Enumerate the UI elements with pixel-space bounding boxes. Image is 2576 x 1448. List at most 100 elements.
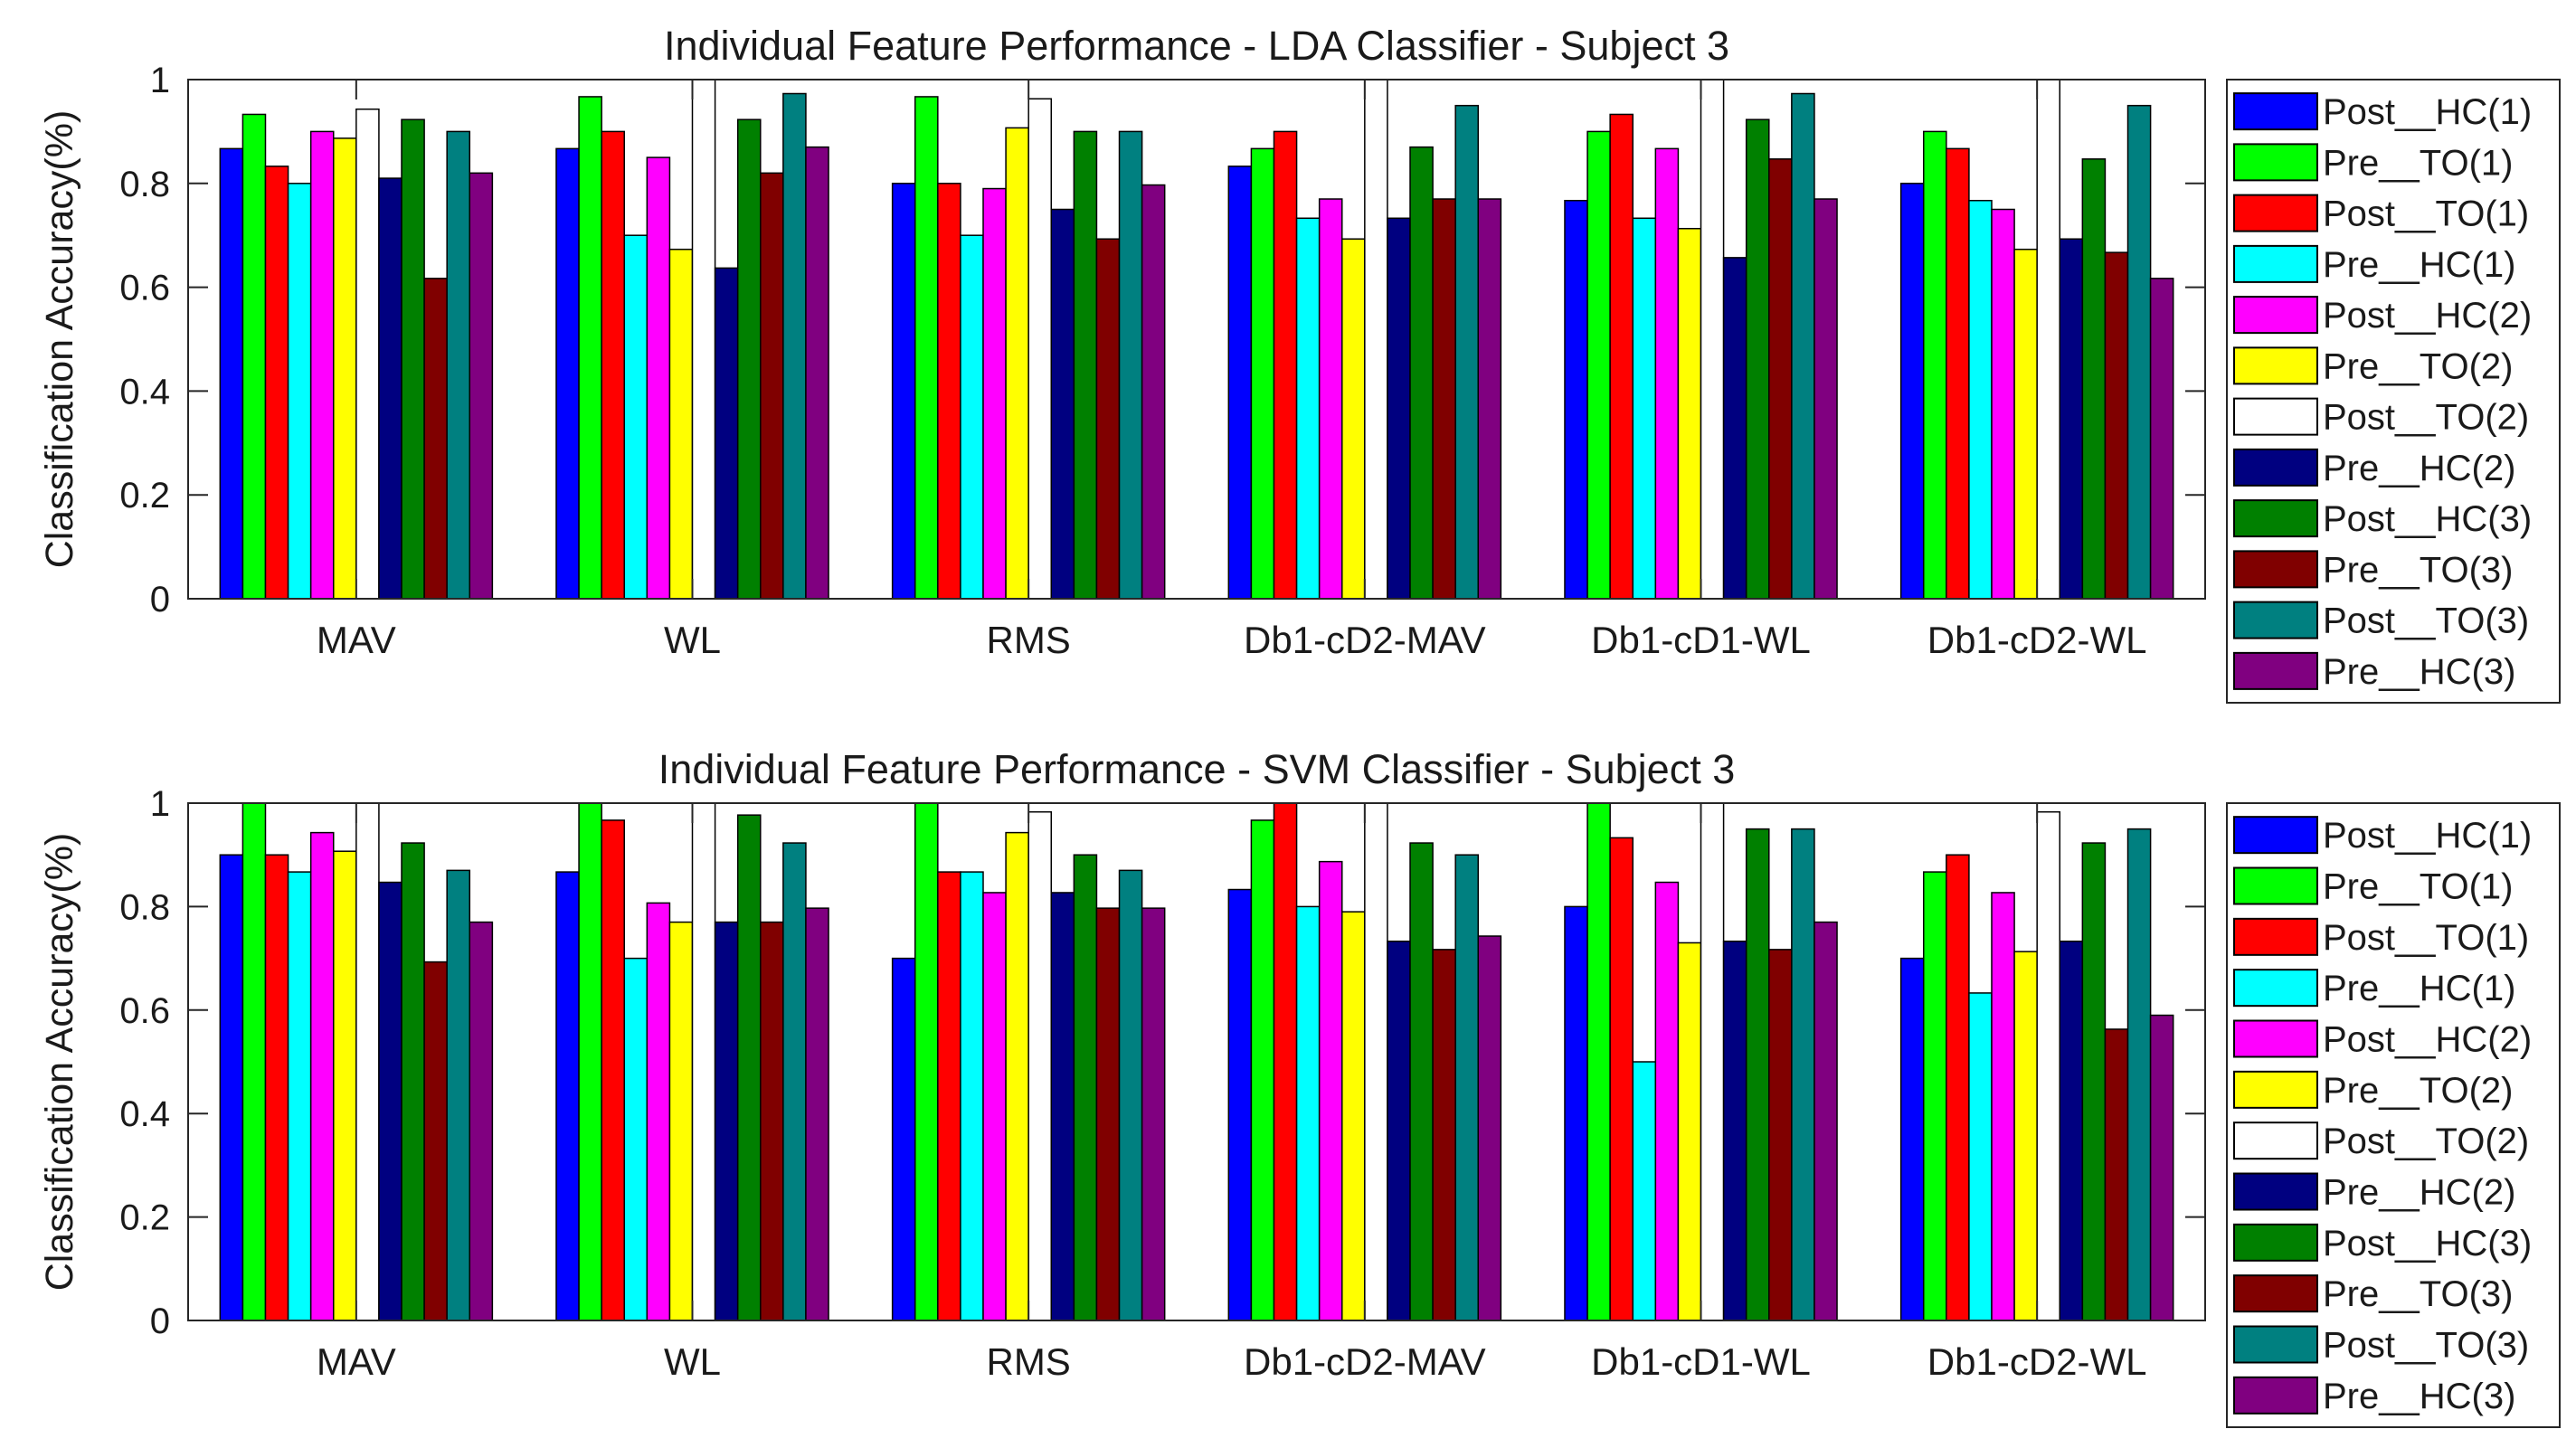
legend-label-Pre__TO(2): Pre__TO(2) [2323,1071,2513,1111]
legend: Post__HC(1) Pre__TO(1) Post__TO(1) Pre__HC(… [2226,802,2561,1428]
bar-Pre__HC(1)-MAV [287,183,312,600]
y-tick-label: 0 [150,580,170,620]
x-tick-label: Db1-cD2-WL [1927,1340,2147,1383]
legend-swatch-Post__HC(3) [2233,499,2318,538]
x-tick-label: MAV [317,619,396,661]
y-tick-label: 0 [150,1301,170,1341]
legend-label-Post__TO(1): Post__TO(1) [2323,194,2529,234]
bar-Pre__HC(2)-MAV [378,177,402,600]
bar-Pre__HC(3)-Db1-cD1-WL [1814,921,1838,1321]
bar-Pre__HC(1)-RMS [960,871,984,1321]
bar-Pre__HC(2)-WL [714,267,739,600]
legend-label-Post__HC(1): Post__HC(1) [2323,92,2532,132]
bar-Post__TO(1)-Db1-cD2-MAV [1273,802,1298,1321]
bar-Post__TO(1)-Db1-cD2-WL [1946,854,1970,1321]
bar-Pre__HC(2)-Db1-cD2-MAV [1387,217,1411,600]
chart-panel-2: 0 0.2 0.4 0.6 0.8 1 MAV WL RMS Db1-cD2-MAV Db1-cD1… [38,746,2561,1428]
y-tick-label: 1 [150,61,170,100]
bar-Post__HC(1)-RMS [891,957,916,1321]
y-tick-label: 0.6 [119,269,170,308]
legend-swatch-Pre__HC(3) [2233,651,2318,690]
legend-label-Pre__TO(1): Pre__TO(1) [2323,867,2513,907]
y-tick-label: 1 [150,784,170,824]
bar-Post__TO(2)-RMS [1028,98,1053,600]
bar-Post__TO(1)-WL [601,819,625,1321]
bar-Post__HC(2)-Db1-cD1-WL [1654,147,1680,600]
x-tick-label: RMS [986,619,1070,661]
bar-Post__TO(2)-WL [691,802,716,1321]
x-tick-label: Db1-cD1-WL [1591,619,1811,661]
legend-label-Post__HC(2): Post__HC(2) [2323,1020,2532,1060]
legend-swatch-Post__HC(1) [2233,816,2318,855]
bar-Pre__TO(1)-Db1-cD2-WL [1922,871,1947,1321]
bar-Pre__TO(3)-RMS [1095,238,1121,600]
bar-Pre__HC(3)-MAV [469,172,494,600]
bar-Post__HC(3)-Db1-cD1-WL [1745,118,1770,600]
legend-label-Post__TO(3): Post__TO(3) [2323,1326,2529,1366]
bar-Post__HC(1)-RMS [891,183,916,600]
bar-Post__HC(2)-Db1-cD2-WL [1991,892,2015,1321]
legend-swatch-Post__TO(3) [2233,1325,2318,1364]
bar-Post__TO(3)-Db1-cD1-WL [1791,828,1815,1321]
plot-axes-box [187,802,2206,1321]
bar-Pre__HC(1)-MAV [287,871,312,1321]
bar-Pre__TO(1)-RMS [914,802,939,1321]
bar-Post__HC(1)-WL [555,147,580,600]
legend-swatch-Pre__TO(3) [2233,1274,2318,1313]
x-tick-label: RMS [986,1340,1070,1383]
bar-Post__TO(1)-WL [601,130,625,600]
y-tick-label: 0.2 [119,1198,170,1238]
bar-Post__HC(2)-Db1-cD2-MAV [1318,198,1343,600]
bar-Post__HC(3)-Db1-cD1-WL [1745,828,1770,1321]
bar-Pre__HC(3)-Db1-cD2-MAV [1477,198,1502,600]
legend-label-Pre__HC(1): Pre__HC(1) [2323,969,2515,1008]
x-tick-label: MAV [317,1340,396,1383]
bar-Pre__TO(1)-RMS [914,96,939,600]
legend-label-Pre__TO(2): Pre__TO(2) [2323,346,2513,386]
bar-Post__HC(2)-MAV [309,831,335,1321]
bar-Pre__HC(2)-Db1-cD2-MAV [1387,940,1411,1321]
bar-Pre__TO(2)-WL [668,248,694,600]
legend-swatch-Pre__TO(3) [2233,550,2318,589]
bar-Pre__HC(3)-Db1-cD2-WL [2149,1014,2174,1321]
bar-Post__TO(1)-RMS [937,871,961,1321]
legend-label-Pre__HC(1): Pre__HC(1) [2323,245,2515,285]
bar-Pre__HC(2)-WL [714,921,739,1321]
bar-Post__TO(1)-RMS [937,183,961,600]
bar-Pre__HC(1)-WL [623,957,649,1321]
legend-label-Post__TO(2): Post__TO(2) [2323,398,2529,438]
bar-Pre__TO(3)-MAV [423,278,448,600]
bar-Pre__TO(1)-Db1-cD1-WL [1586,802,1611,1321]
bar-Pre__TO(2)-Db1-cD2-WL [2013,951,2038,1321]
bar-Post__TO(3)-WL [782,92,807,600]
bar-Pre__TO(2)-MAV [333,137,357,600]
legend-label-Pre__TO(1): Pre__TO(1) [2323,143,2513,183]
legend-label-Pre__HC(3): Pre__HC(3) [2323,652,2515,692]
bar-Pre__TO(3)-Db1-cD1-WL [1768,949,1793,1321]
y-axis-label: Classification Accuracy(%) [38,833,81,1292]
bar-Pre__TO(3)-WL [760,172,784,600]
legend-label-Post__HC(1): Post__HC(1) [2323,816,2532,856]
bar-Pre__HC(3)-WL [805,907,829,1321]
bar-Pre__TO(2)-Db1-cD1-WL [1677,227,1702,600]
legend-label-Pre__TO(3): Pre__TO(3) [2323,1274,2513,1314]
legend-swatch-Pre__HC(2) [2233,1172,2318,1211]
x-tick-label: Db1-cD1-WL [1591,1340,1811,1383]
bar-Pre__HC(1)-Db1-cD1-WL [1632,1061,1657,1321]
bar-Post__HC(2)-Db1-cD2-MAV [1318,860,1343,1321]
bar-Pre__HC(1)-WL [623,234,649,600]
legend-swatch-Post__HC(2) [2233,296,2318,335]
legend-label-Pre__HC(2): Pre__HC(2) [2323,1173,2515,1213]
legend-swatch-Post__HC(1) [2233,92,2318,131]
bar-Pre__HC(2)-RMS [1050,892,1075,1321]
bar-Pre__HC(3)-Db1-cD2-MAV [1477,935,1502,1321]
bar-Pre__TO(3)-Db1-cD2-WL [2104,1028,2129,1321]
bar-Post__TO(1)-MAV [264,854,289,1321]
bar-Pre__TO(2)-Db1-cD2-WL [2013,248,2038,600]
bar-Pre__HC(1)-Db1-cD2-MAV [1295,217,1321,600]
legend-swatch-Pre__HC(2) [2233,448,2318,487]
bar-Post__HC(2)-WL [646,902,671,1321]
x-tick-label: WL [664,1340,721,1383]
bar-Post__TO(3)-MAV [446,869,471,1321]
bar-Post__TO(1)-Db1-cD1-WL [1609,837,1634,1321]
